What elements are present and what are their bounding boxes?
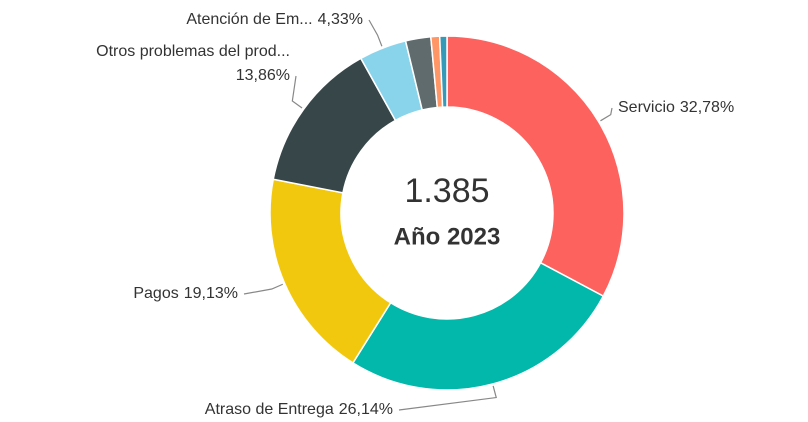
slice-label-group: Atención de Em... 4,33% <box>186 11 363 28</box>
center-subtitle: Año 2023 <box>394 223 501 250</box>
slice-label-group: Servicio 32,78% <box>618 99 734 116</box>
slice-label: Atraso de Entrega <box>205 401 334 418</box>
donut-segment <box>351 261 605 391</box>
donut-segment <box>269 178 392 364</box>
slice-value-label: 4,33% <box>318 11 363 28</box>
slice-label-group: Pagos 19,13% <box>133 285 238 302</box>
leader-line <box>600 107 613 122</box>
leader-line <box>243 283 284 295</box>
slice-value-label: 19,13% <box>184 285 238 302</box>
donut-segment <box>438 35 448 108</box>
slice-label: Servicio <box>618 99 675 116</box>
leader-line <box>368 19 383 47</box>
slice-value-label: 32,78% <box>680 99 734 116</box>
slice-label: Pagos <box>133 285 178 302</box>
leader-line <box>398 385 497 411</box>
center-total: 1.385 <box>404 172 489 210</box>
slice-label-group: Atraso de Entrega 26,14% <box>205 401 393 418</box>
slice-value-label: 13,86% <box>236 67 290 84</box>
slice-label: Atención de Em... <box>186 11 312 28</box>
donut-segment <box>446 35 625 298</box>
slice-label: Otros problemas del prod... <box>96 43 290 60</box>
leader-line <box>291 75 303 109</box>
slice-value-label: 26,14% <box>339 401 393 418</box>
